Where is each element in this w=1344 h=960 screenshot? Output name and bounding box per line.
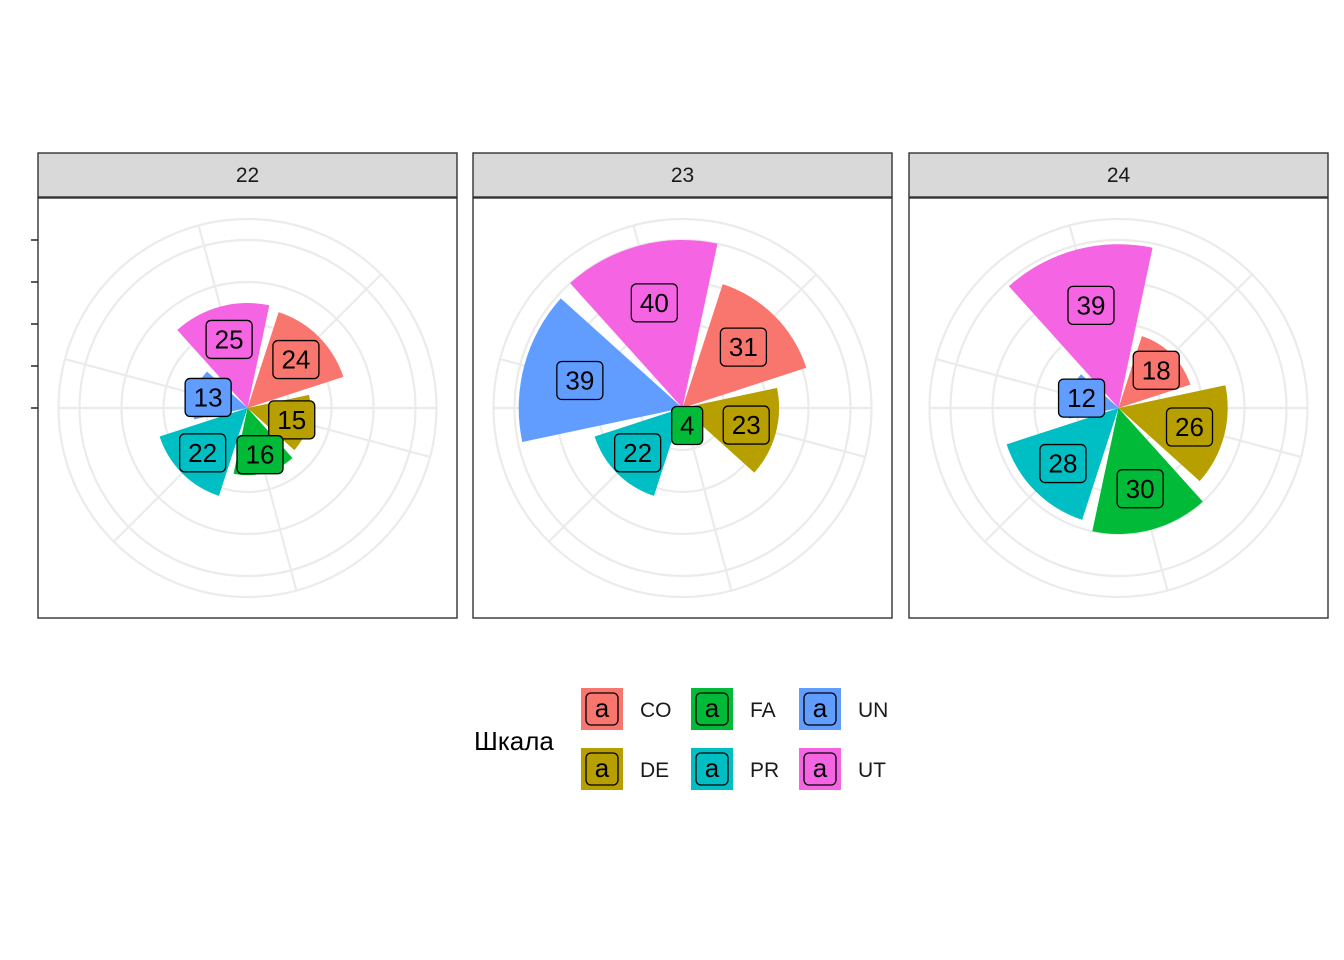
label-pr: 28 [1048,449,1077,479]
label-un: 13 [194,382,223,412]
label-de: 26 [1175,412,1204,442]
label-ut: 25 [215,324,244,354]
label-pr: 22 [188,438,217,468]
facet-strip-label: 22 [236,164,259,187]
label-box-pr [613,433,662,473]
legend-key-glyph: a [705,693,720,723]
legend-key-box [803,692,837,726]
label-fa: 4 [680,410,694,440]
legend-item-un: a UN [799,688,888,730]
legend-label: FA [750,699,776,722]
y-axis-ticks [31,239,38,409]
label-box-pr [1039,443,1087,484]
legend-title: Шкала [474,726,554,756]
panel-border [37,197,458,619]
label-box-ut [205,319,253,360]
label-box-de [1165,407,1214,447]
label-box-fa [671,405,704,446]
label-co: 18 [1142,355,1171,385]
legend-key-glyph: a [705,753,720,783]
legend-item-co: a CO [581,688,672,730]
panel-border [908,197,1329,619]
legend-key-box [695,692,729,726]
label-pr: 22 [623,438,652,468]
legend-label: CO [640,699,672,722]
legend-key-glyph: a [595,693,610,723]
panel-border [472,197,893,619]
bar-ut [570,240,718,408]
label-un: 39 [565,365,594,395]
label-fa: 16 [246,440,275,470]
value-labels: 31 23 4 22 39 40 [556,283,770,473]
label-box-co [719,327,768,367]
label-fa: 30 [1126,474,1155,504]
label-ut: 39 [1077,290,1106,320]
label-de: 23 [732,410,761,440]
label-co: 24 [281,345,310,375]
label-box-un [184,377,232,418]
label-box-fa [236,435,284,475]
facet-strip [908,152,1329,198]
label-box-co [1132,350,1180,390]
legend-key-box [585,692,619,726]
label-box-fa [1116,469,1164,509]
legend-key-glyph: a [813,753,828,783]
label-box-ut [1067,285,1115,325]
bar-ut [1008,244,1153,408]
legend-key-glyph: a [595,753,610,783]
legend-key-box [695,752,729,786]
facet-strip [472,152,893,198]
legend-item-fa: a FA [691,688,776,730]
label-box-pr [178,433,227,473]
legend-label: DE [640,759,669,782]
legend-label: UN [858,699,888,722]
facet-strip-label: 24 [1107,164,1131,187]
legend-item-pr: a PR [691,748,779,790]
label-box-ut [630,283,678,323]
label-un: 12 [1067,383,1096,413]
label-box-de [722,405,770,445]
label-co: 31 [729,332,758,362]
legend-key-box [803,752,837,786]
label-box-de [268,400,316,440]
legend-item-de: a DE [581,748,669,790]
label-box-co [272,339,320,380]
facet-strip-label: 23 [671,164,694,187]
legend-item-ut: a UT [799,748,886,790]
legend-key-glyph: a [813,693,828,723]
legend-key-box [585,752,619,786]
facet-strip [37,152,458,198]
label-de: 15 [277,405,306,435]
label-ut: 40 [640,288,669,318]
label-box-un [1057,378,1106,418]
label-box-un [556,360,604,401]
legend: Шкала a CO a DE a FA a PR a UN a UT [474,688,888,790]
facet-panel-23: 23 31 23 4 22 39 40 [472,152,893,619]
legend-label: PR [750,759,779,782]
legend-label: UT [858,759,886,782]
